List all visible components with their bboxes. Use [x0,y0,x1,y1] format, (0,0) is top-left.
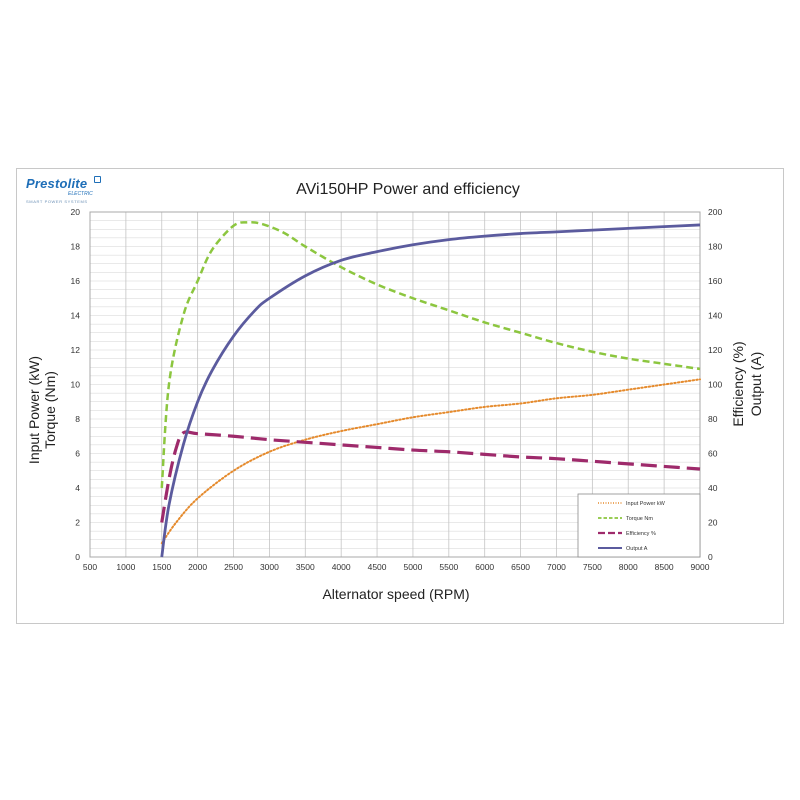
x-tick-label: 2000 [188,562,207,572]
x-tick-label: 6000 [475,562,494,572]
y-left-tick-label: 12 [71,345,81,355]
series-line-output-a [160,223,701,558]
logo-tagline: SMART POWER SYSTEMS [26,199,88,204]
x-tick-label: 4500 [368,562,387,572]
y-right-title-2: Output (A) [748,352,764,417]
y-right-tick-label: 140 [708,311,722,321]
y-right-tick-label: 0 [708,552,713,562]
y-right-tick-label: 180 [708,242,722,252]
x-tick-label: 9000 [691,562,710,572]
x-tick-label: 7000 [547,562,566,572]
prestolite-logo: Prestolite ELECTRIC SMART POWER SYSTEMS [24,176,101,206]
x-tick-label: 5000 [403,562,422,572]
legend-label: Torque Nm [626,516,653,522]
y-left-tick-label: 14 [71,311,81,321]
y-right-tick-label: 100 [708,380,722,390]
x-tick-label: 3500 [296,562,315,572]
x-axis-title: Alternator speed (RPM) [322,586,469,602]
x-tick-label: 6500 [511,562,530,572]
x-tick-label: 1000 [116,562,135,572]
y-left-tick-label: 16 [71,276,81,286]
y-right-tick-label: 120 [708,345,722,355]
x-tick-label: 5500 [439,562,458,572]
y-left-tick-label: 10 [71,380,81,390]
y-right-tick-label: 60 [708,449,718,459]
x-tick-label: 8000 [619,562,638,572]
y-left-tick-label: 8 [75,414,80,424]
legend-label: Efficiency % [626,531,656,537]
series-line-input-power-kw [160,378,701,545]
x-tick-label: 8500 [655,562,674,572]
legend-label: Output A [626,546,648,552]
series-line-torque-nm [160,221,701,489]
tick-labels: 500 1000 1500 2000 2500 3000 3500 4000 4500 5000 5… [71,207,723,572]
x-tick-label: 7500 [583,562,602,572]
y-left-tick-label: 6 [75,449,80,459]
y-right-tick-label: 160 [708,276,722,286]
y-right-title-1: Efficiency (%) [730,341,746,426]
y-left-tick-label: 18 [71,242,81,252]
x-tick-label: 500 [83,562,97,572]
x-tick-label: 4000 [332,562,351,572]
logo-sub: ELECTRIC [68,191,93,197]
logo-brand: Prestolite [26,176,88,191]
y-left-tick-label: 4 [75,483,80,493]
legend-label: Input Power kW [626,501,666,507]
y-right-tick-label: 20 [708,518,718,528]
y-right-tick-label: 200 [708,207,722,217]
y-left-title-2: Torque (Nm) [42,371,58,449]
x-tick-label: 2500 [224,562,243,572]
y-left-tick-label: 20 [71,207,81,217]
chart-title: AVi150HP Power and efficiency [296,181,520,198]
x-tick-label: 1500 [152,562,171,572]
x-tick-label: 3000 [260,562,279,572]
logo-mark-icon [94,176,101,183]
y-left-title-1: Input Power (kW) [26,356,42,464]
y-right-tick-label: 80 [708,414,718,424]
chart-legend: Input Power kW Torque Nm Efficiency % Outpu… [577,493,701,558]
series-line-efficiency [160,430,701,523]
y-left-tick-label: 0 [75,552,80,562]
y-left-tick-label: 2 [75,518,80,528]
series-layer [160,221,701,558]
legend-box [577,493,701,558]
plot-border [89,211,701,558]
y-right-tick-label: 40 [708,483,718,493]
